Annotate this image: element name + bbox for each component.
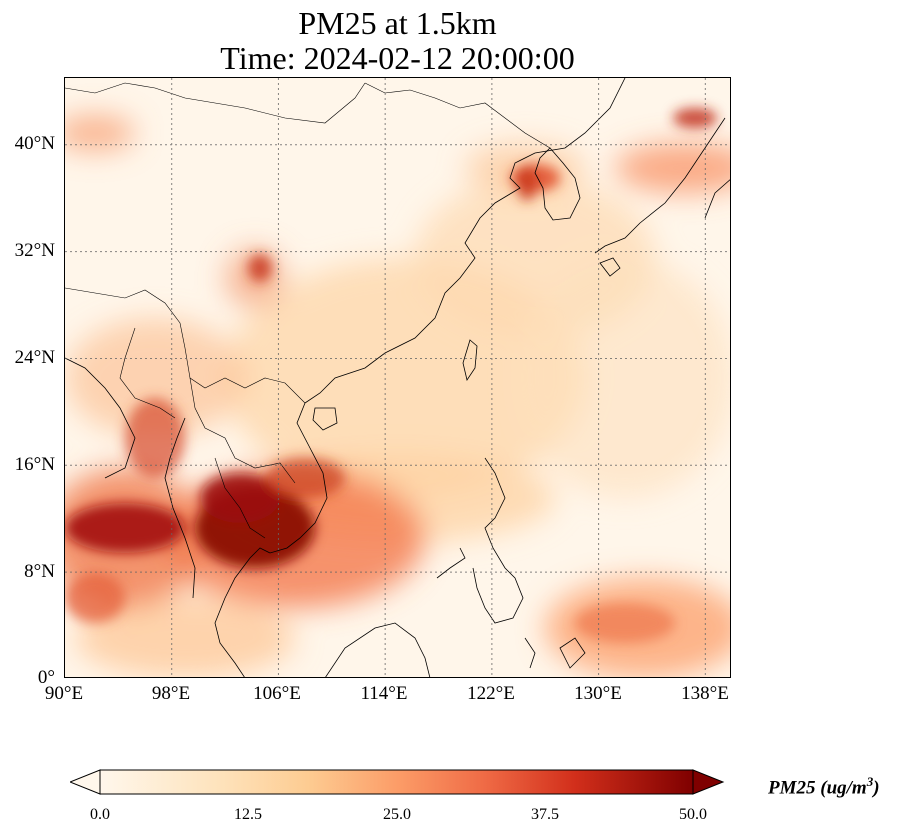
coastline-kyushu	[599, 257, 621, 277]
hotspot-andaman	[65, 573, 125, 623]
coastline-japan-east	[704, 179, 730, 219]
coastline-japan-honshu	[594, 117, 726, 254]
coastline-taiwan	[462, 339, 478, 381]
coastline-sulawesi	[524, 637, 536, 669]
colorbar-tick-12-5: 12.5	[234, 806, 262, 823]
border-himalaya	[65, 287, 191, 379]
haze-myanmar-north	[65, 318, 245, 438]
colorbar-gradient	[99, 769, 694, 795]
pm25-concentration-map	[65, 78, 730, 677]
lat-label-8n: 8°N	[24, 561, 55, 582]
country-borders	[65, 82, 551, 539]
lon-label-130e: 130°E	[574, 683, 622, 704]
plume-japan-north	[615, 143, 730, 193]
chart-title-line-1: PM25 at 1.5km	[298, 5, 497, 41]
coastline-borneo	[325, 622, 431, 677]
hotspot-vietnam-north	[265, 458, 345, 498]
coastline-korea	[534, 147, 581, 221]
coastlines	[65, 78, 730, 677]
lon-label-138e: 138°E	[681, 683, 729, 704]
coastline-hainan	[312, 407, 338, 431]
haze-malay	[75, 598, 295, 677]
border-myanmar-india	[119, 327, 176, 419]
border-china-south	[189, 377, 306, 404]
lon-label-122e: 122°E	[467, 683, 515, 704]
lat-label-24n: 24°N	[14, 347, 55, 368]
hotspot-japan	[673, 108, 717, 128]
pm25-field	[65, 108, 730, 677]
colorbar-tick-37-5: 37.5	[531, 806, 559, 823]
hotspot-pacific-plume	[575, 603, 675, 643]
colorbar-tick-50: 50.0	[679, 806, 707, 823]
lon-label-106e: 106°E	[253, 683, 301, 704]
coastline-islands-se	[559, 637, 586, 669]
hotspot-laos	[200, 473, 280, 523]
border-laos-thailand	[189, 377, 296, 484]
lon-label-90e: 90°E	[44, 683, 84, 704]
coastline-andaman	[164, 417, 196, 599]
colorbar-tick-25: 25.0	[383, 806, 411, 823]
colorbar	[70, 769, 725, 795]
hotspot-sichuan	[248, 254, 272, 282]
border-cambodia	[214, 457, 266, 539]
hotspot-myanmar-coast	[65, 503, 185, 553]
map-plot-area	[64, 77, 731, 678]
coastline-palawan	[436, 547, 466, 579]
chart-title-line-2: Time: 2024-02-12 20:00:00	[220, 40, 575, 76]
coastline-philippines	[472, 457, 524, 624]
lon-label-98e: 98°E	[151, 683, 191, 704]
lat-label-40n: 40°N	[14, 133, 55, 154]
lat-label-16n: 16°N	[14, 454, 55, 475]
hotspot-korea-west	[517, 165, 537, 201]
coastline-china	[304, 78, 626, 404]
colorbar-extend-max	[692, 769, 725, 795]
graticule	[65, 78, 730, 677]
colorbar-extend-min	[70, 769, 101, 795]
coastline-indochina	[214, 402, 328, 677]
plume-northwest	[65, 115, 135, 151]
haze-west-pacific	[515, 258, 730, 498]
colorbar-tick-0: 0.0	[90, 806, 110, 823]
lat-label-0: 0°	[37, 667, 55, 688]
lon-label-114e: 114°E	[360, 683, 408, 704]
hotspot-myanmar	[125, 398, 185, 478]
border-mongolia-south	[65, 82, 366, 124]
colorbar-label: PM25 (ug/m3)	[768, 774, 880, 799]
lat-label-32n: 32°N	[14, 240, 55, 261]
coastline-bay-of-bengal	[65, 357, 136, 479]
border-mongolia-east	[364, 82, 551, 149]
